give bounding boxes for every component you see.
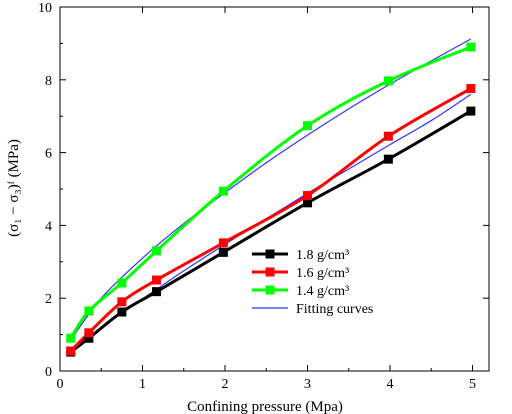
y-axis-title: (σ₁ − σ₃)ᶠ (MPa) xyxy=(6,139,22,237)
legend-label: 1.4 g/cm³ xyxy=(296,284,349,299)
series-markers xyxy=(66,42,476,357)
data-point xyxy=(466,84,476,94)
legend: 1.8 g/cm³ 1.6 g/cm³ 1.4 g/cm³ Fitting curve… xyxy=(252,248,373,317)
y-tick-label: 0 xyxy=(45,365,52,380)
data-point xyxy=(218,186,228,196)
data-point xyxy=(152,275,162,285)
tick-labels: 0 1 2 3 4 5 0 2 4 6 8 10 xyxy=(38,1,476,392)
series-line-0 xyxy=(69,109,472,354)
data-point xyxy=(218,238,228,248)
y-tick-label: 10 xyxy=(38,1,52,16)
fitting-curves xyxy=(70,38,472,352)
data-point xyxy=(466,106,476,116)
y-tick-label: 6 xyxy=(45,147,52,162)
data-point xyxy=(303,191,312,201)
series-line-1 xyxy=(69,87,472,353)
y-tick-label: 2 xyxy=(45,292,52,307)
x-tick-label: 4 xyxy=(387,377,394,392)
data-point xyxy=(117,278,127,288)
data-point xyxy=(84,333,94,343)
legend-label: 1.6 g/cm³ xyxy=(296,266,349,281)
data-point xyxy=(383,131,393,141)
data-point xyxy=(66,346,76,356)
data-point xyxy=(383,154,393,164)
data-point xyxy=(303,121,312,131)
data-point xyxy=(303,198,312,208)
x-tick-label: 5 xyxy=(469,377,476,392)
data-point xyxy=(466,42,476,52)
legend-label: 1.8 g/cm³ xyxy=(296,248,349,263)
data-point xyxy=(66,333,76,343)
data-point xyxy=(84,328,94,338)
y-tick-label: 4 xyxy=(45,219,52,234)
legend-label: Fitting curves xyxy=(296,302,373,317)
axes xyxy=(59,6,490,372)
fitting-curve xyxy=(70,38,472,341)
legend-marker xyxy=(265,267,275,277)
data-point xyxy=(152,246,162,256)
x-tick-label: 2 xyxy=(222,377,229,392)
x-tick-label: 1 xyxy=(139,377,146,392)
x-axis-title: Confining pressure (Mpa) xyxy=(187,399,343,414)
data-point xyxy=(117,297,127,307)
legend-marker xyxy=(265,249,275,259)
series-lines xyxy=(69,45,472,354)
x-tick-label: 0 xyxy=(57,377,64,392)
x-tick-label: 3 xyxy=(304,377,311,392)
legend-marker xyxy=(265,285,275,295)
data-point xyxy=(218,247,228,257)
data-point xyxy=(84,306,94,316)
data-point xyxy=(117,307,127,317)
y-tick-label: 8 xyxy=(45,74,52,89)
data-point xyxy=(383,76,393,86)
data-point xyxy=(152,287,162,297)
